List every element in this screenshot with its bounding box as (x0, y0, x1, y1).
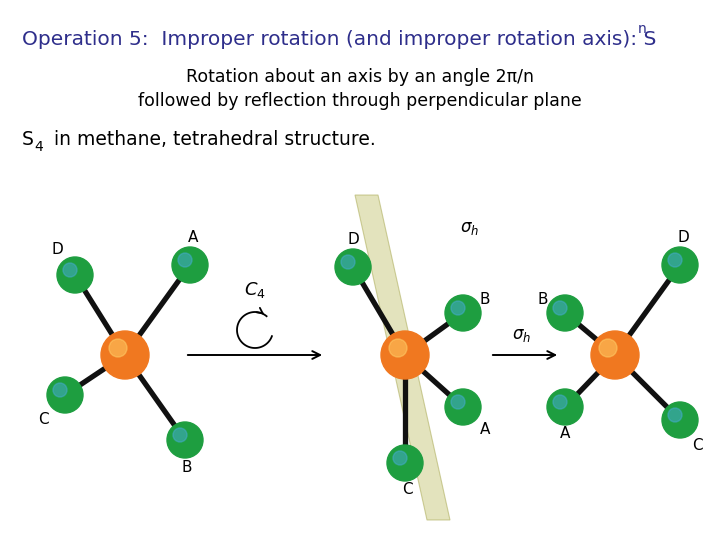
Circle shape (387, 445, 423, 481)
Text: C: C (692, 437, 702, 453)
Circle shape (335, 249, 371, 285)
Text: $\sigma_h$: $\sigma_h$ (460, 219, 479, 237)
Circle shape (57, 257, 93, 293)
Text: C: C (37, 413, 48, 428)
Circle shape (63, 263, 77, 277)
Text: D: D (677, 230, 689, 245)
Circle shape (178, 253, 192, 267)
Circle shape (393, 451, 407, 465)
Circle shape (53, 383, 67, 397)
Circle shape (47, 377, 83, 413)
Text: 4: 4 (34, 140, 42, 154)
Text: A: A (480, 422, 490, 437)
Text: B: B (181, 460, 192, 475)
Circle shape (101, 331, 149, 379)
Circle shape (668, 408, 682, 422)
Text: D: D (51, 242, 63, 258)
Circle shape (553, 395, 567, 409)
Circle shape (547, 295, 583, 331)
Circle shape (172, 247, 208, 283)
Text: C: C (402, 483, 413, 497)
Circle shape (553, 301, 567, 315)
Circle shape (451, 395, 465, 409)
Circle shape (668, 253, 682, 267)
Text: followed by reflection through perpendicular plane: followed by reflection through perpendic… (138, 92, 582, 110)
Text: D: D (347, 233, 359, 247)
Circle shape (445, 389, 481, 425)
Circle shape (389, 339, 407, 357)
Text: A: A (560, 426, 570, 441)
Text: S: S (22, 130, 34, 149)
Text: in methane, tetrahedral structure.: in methane, tetrahedral structure. (48, 130, 376, 149)
Circle shape (341, 255, 355, 269)
Circle shape (173, 428, 187, 442)
Text: n: n (638, 22, 647, 36)
Text: B: B (538, 293, 548, 307)
Text: $C_4$: $C_4$ (244, 280, 266, 300)
Circle shape (167, 422, 203, 458)
Circle shape (381, 331, 429, 379)
Circle shape (547, 389, 583, 425)
Text: $\sigma_h$: $\sigma_h$ (513, 326, 531, 344)
Circle shape (109, 339, 127, 357)
Text: B: B (480, 293, 490, 307)
Text: A: A (188, 230, 198, 245)
Polygon shape (355, 195, 450, 520)
FancyArrowPatch shape (492, 351, 555, 359)
Circle shape (662, 402, 698, 438)
Circle shape (591, 331, 639, 379)
Circle shape (662, 247, 698, 283)
Text: Operation 5:  Improper rotation (and improper rotation axis): S: Operation 5: Improper rotation (and impr… (22, 30, 657, 49)
Circle shape (599, 339, 617, 357)
Circle shape (445, 295, 481, 331)
Circle shape (451, 301, 465, 315)
Text: Rotation about an axis by an angle 2π/n: Rotation about an axis by an angle 2π/n (186, 68, 534, 86)
FancyArrowPatch shape (188, 351, 320, 359)
